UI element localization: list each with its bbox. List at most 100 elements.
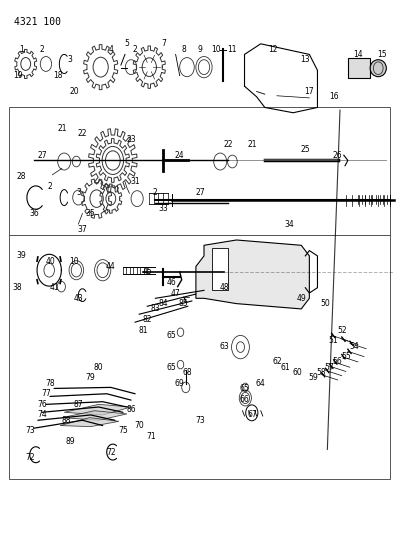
FancyBboxPatch shape <box>348 58 370 78</box>
Text: 80: 80 <box>94 363 104 372</box>
Text: 24: 24 <box>175 151 184 160</box>
Text: 23: 23 <box>126 135 136 144</box>
Text: 4: 4 <box>109 45 113 54</box>
Text: 73: 73 <box>195 416 205 425</box>
Text: 81: 81 <box>138 326 148 335</box>
Text: 65: 65 <box>167 331 176 340</box>
Text: 83: 83 <box>151 304 160 313</box>
Text: 3: 3 <box>76 188 81 197</box>
Text: 27: 27 <box>195 188 205 197</box>
Text: 9: 9 <box>197 45 202 54</box>
Text: 45: 45 <box>142 268 152 276</box>
Text: 55: 55 <box>341 352 351 361</box>
Text: 15: 15 <box>377 50 387 59</box>
Text: 70: 70 <box>134 421 144 430</box>
Polygon shape <box>62 411 127 420</box>
Text: 86: 86 <box>126 405 136 414</box>
Text: 18: 18 <box>53 71 63 80</box>
Text: 38: 38 <box>13 283 22 292</box>
Text: 25: 25 <box>301 146 310 155</box>
Text: 51: 51 <box>329 336 339 345</box>
Text: 60: 60 <box>292 368 302 377</box>
Text: 16: 16 <box>329 92 339 101</box>
Text: 69: 69 <box>175 378 184 387</box>
Text: 64: 64 <box>256 378 266 387</box>
Text: 3: 3 <box>68 55 73 64</box>
Text: 10: 10 <box>69 257 79 265</box>
Text: 2: 2 <box>133 45 137 54</box>
Text: 26: 26 <box>333 151 343 160</box>
Text: 61: 61 <box>280 363 290 372</box>
Text: 28: 28 <box>17 172 27 181</box>
Text: 79: 79 <box>86 373 95 382</box>
Ellipse shape <box>370 60 386 77</box>
Text: 35: 35 <box>86 209 95 218</box>
Text: 37: 37 <box>78 225 87 234</box>
Polygon shape <box>212 248 228 290</box>
Text: 20: 20 <box>69 87 79 96</box>
Text: 36: 36 <box>29 209 39 218</box>
Text: 75: 75 <box>118 426 128 435</box>
Text: 68: 68 <box>183 368 193 377</box>
Text: 58: 58 <box>317 368 326 377</box>
Text: 7: 7 <box>161 39 166 49</box>
Text: 21: 21 <box>58 124 67 133</box>
Text: 78: 78 <box>45 378 55 387</box>
Text: 2: 2 <box>40 45 44 54</box>
Text: 21: 21 <box>248 140 257 149</box>
Text: 76: 76 <box>37 400 47 409</box>
Text: 85: 85 <box>179 299 188 308</box>
Text: 44: 44 <box>106 262 116 271</box>
Text: 77: 77 <box>41 389 51 398</box>
Text: 59: 59 <box>308 373 318 382</box>
Polygon shape <box>60 418 119 426</box>
Text: 13: 13 <box>301 55 310 64</box>
Text: 72: 72 <box>106 448 115 457</box>
Text: 74: 74 <box>37 410 47 419</box>
Text: 41: 41 <box>49 283 59 292</box>
Text: 57: 57 <box>325 363 335 372</box>
Text: 49: 49 <box>296 294 306 303</box>
Text: 50: 50 <box>321 299 330 308</box>
Text: 4321 100: 4321 100 <box>13 17 60 27</box>
Text: 19: 19 <box>13 71 22 80</box>
Text: 1: 1 <box>19 45 24 54</box>
Text: 47: 47 <box>171 288 180 297</box>
Text: 87: 87 <box>73 400 83 409</box>
Text: 84: 84 <box>159 299 168 308</box>
Text: 62: 62 <box>272 358 282 367</box>
Text: 88: 88 <box>62 416 71 425</box>
Text: 14: 14 <box>353 50 363 59</box>
Text: 82: 82 <box>142 315 152 324</box>
Text: 5: 5 <box>124 39 129 49</box>
Text: 43: 43 <box>73 294 83 303</box>
Text: 48: 48 <box>220 283 229 292</box>
Text: 72: 72 <box>25 453 35 462</box>
Text: 89: 89 <box>65 437 75 446</box>
Text: 67: 67 <box>248 410 257 419</box>
Text: 56: 56 <box>333 358 343 367</box>
Text: 22: 22 <box>224 140 233 149</box>
Text: 73: 73 <box>25 426 35 435</box>
Text: 39: 39 <box>17 252 27 261</box>
Text: 2: 2 <box>153 188 158 197</box>
Text: 8: 8 <box>182 45 186 54</box>
Text: 31: 31 <box>130 177 140 186</box>
Text: 2: 2 <box>48 182 52 191</box>
Text: 63: 63 <box>220 342 229 351</box>
Text: 66: 66 <box>239 394 249 403</box>
Text: 46: 46 <box>167 278 176 287</box>
Text: 52: 52 <box>337 326 346 335</box>
Text: 27: 27 <box>37 151 47 160</box>
Text: 33: 33 <box>159 204 169 213</box>
Polygon shape <box>64 405 131 415</box>
Text: 12: 12 <box>268 45 277 54</box>
Text: 17: 17 <box>304 87 314 96</box>
Text: 65: 65 <box>167 363 176 372</box>
Text: 71: 71 <box>146 432 156 441</box>
Text: 34: 34 <box>284 220 294 229</box>
Text: 65: 65 <box>239 384 249 393</box>
Polygon shape <box>196 240 309 309</box>
Text: 11: 11 <box>228 45 237 54</box>
Text: 54: 54 <box>349 342 359 351</box>
